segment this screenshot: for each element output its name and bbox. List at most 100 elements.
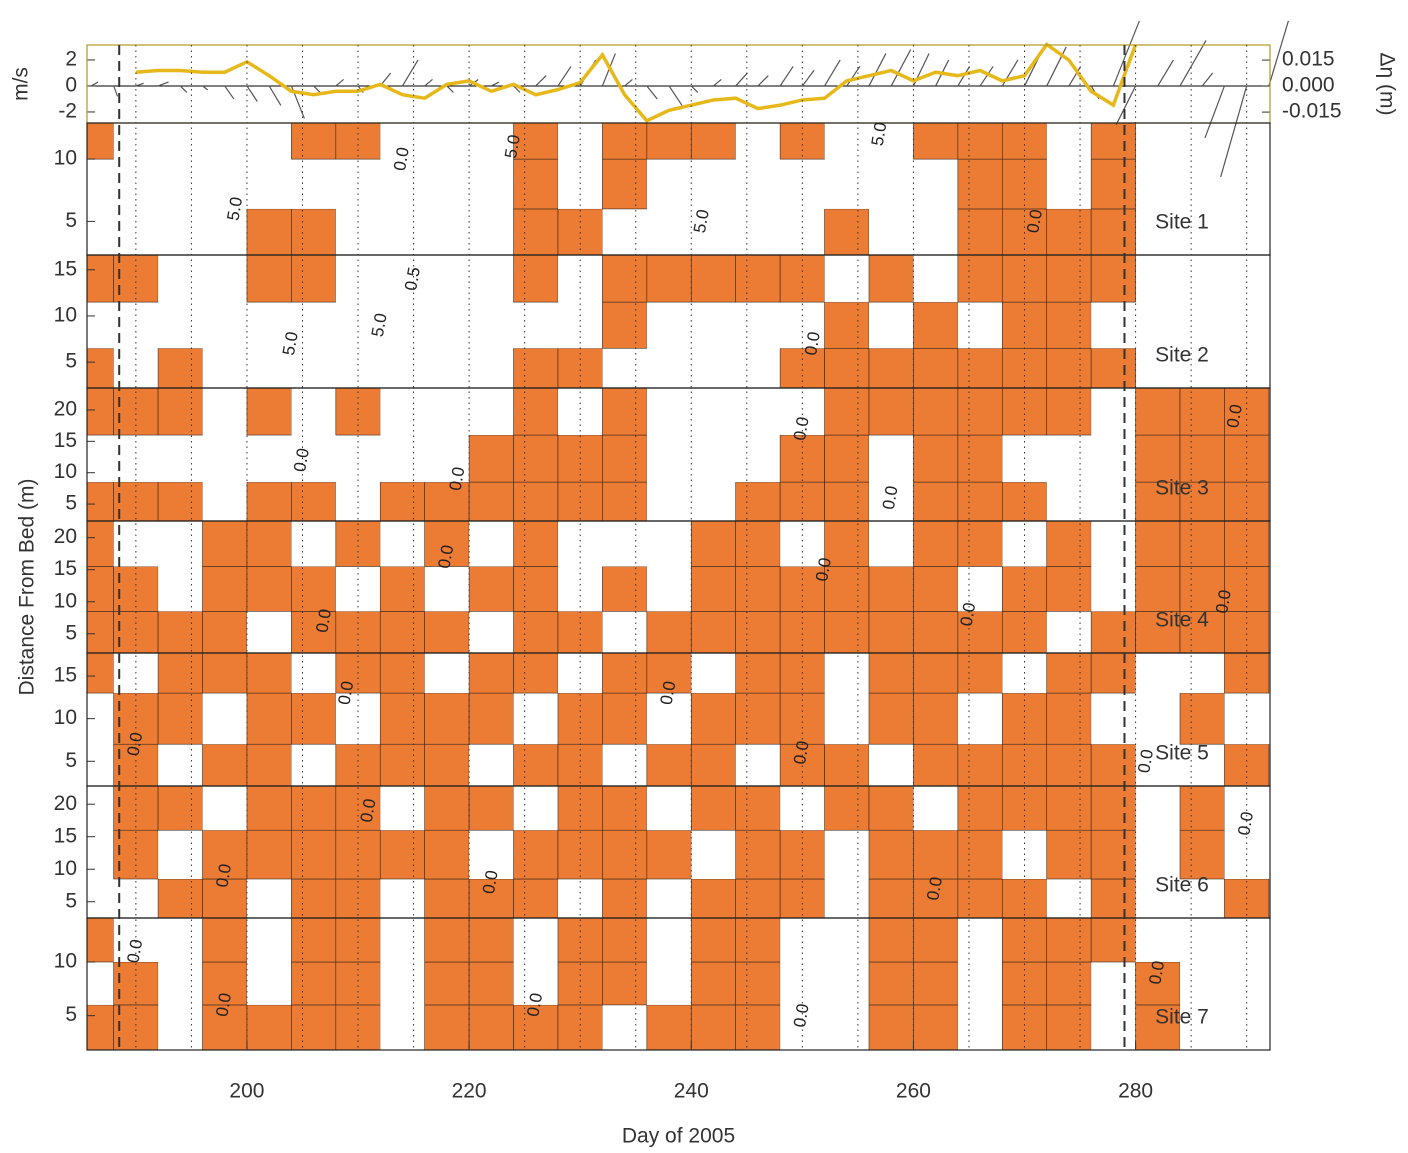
velocity-cell	[247, 962, 291, 1005]
velocity-cell	[247, 159, 291, 209]
velocity-cell	[203, 123, 247, 159]
velocity-cell	[869, 830, 913, 879]
y-tick-label: 20	[54, 398, 77, 421]
velocity-cell	[602, 209, 646, 255]
velocity-cell	[958, 123, 1002, 159]
velocity-cell	[203, 786, 247, 830]
velocity-cell	[647, 566, 691, 611]
velocity-cell	[514, 879, 558, 918]
velocity-cell	[602, 388, 646, 435]
velocity-cell	[825, 693, 869, 744]
velocity-cell	[514, 302, 558, 348]
velocity-cell	[958, 521, 1002, 566]
velocity-cell	[825, 786, 869, 830]
velocity-cell	[1002, 1005, 1046, 1050]
velocity-cell	[469, 209, 513, 255]
velocity-cell	[425, 159, 469, 209]
wind-stick	[225, 86, 234, 99]
wind-stick	[780, 66, 793, 86]
velocity-cell	[469, 348, 513, 388]
contour-label: 0.0	[790, 1002, 813, 1029]
velocity-cell	[958, 962, 1002, 1005]
velocity-cell	[825, 653, 869, 693]
velocity-cell	[736, 693, 780, 744]
velocity-cell	[1047, 693, 1091, 744]
velocity-cell	[203, 302, 247, 348]
velocity-cell	[247, 830, 291, 879]
velocity-cell	[869, 693, 913, 744]
velocity-cell	[425, 879, 469, 918]
velocity-cell	[869, 786, 913, 830]
wind-stick	[713, 79, 721, 86]
velocity-cell	[203, 653, 247, 693]
velocity-cell	[558, 388, 602, 435]
velocity-cell	[380, 962, 424, 1005]
velocity-cell	[1091, 348, 1135, 388]
velocity-cell	[380, 879, 424, 918]
velocity-cell	[1224, 1005, 1268, 1050]
y-tick-label: 15	[54, 557, 77, 580]
velocity-cell	[469, 611, 513, 653]
velocity-cell	[958, 1005, 1002, 1050]
wind-stick	[558, 66, 571, 86]
velocity-cell	[291, 653, 335, 693]
velocity-cell	[825, 744, 869, 786]
velocity-cell	[958, 879, 1002, 918]
contour-field	[69, 786, 1269, 918]
velocity-cell	[602, 435, 646, 482]
velocity-cell	[913, 918, 957, 962]
velocity-cell	[958, 302, 1002, 348]
velocity-cell	[158, 693, 202, 744]
y-tick-label: 5	[65, 889, 77, 912]
velocity-cell	[291, 744, 335, 786]
velocity-cell	[380, 786, 424, 830]
velocity-cell	[780, 962, 824, 1005]
y-tick-label: 10	[54, 706, 77, 729]
velocity-cell	[158, 1005, 202, 1050]
contour-label: 0.0	[957, 601, 980, 628]
site-label: Site 5	[1155, 742, 1209, 765]
velocity-cell	[291, 830, 335, 879]
velocity-cell	[1091, 786, 1135, 830]
velocity-cell	[514, 786, 558, 830]
velocity-cell	[114, 388, 158, 435]
velocity-cell	[425, 388, 469, 435]
velocity-cell	[336, 388, 380, 435]
velocity-cell	[1047, 566, 1091, 611]
velocity-cell	[825, 962, 869, 1005]
velocity-cell	[291, 566, 335, 611]
velocity-cell	[958, 653, 1002, 693]
x-axis-label: Day of 2005	[622, 1125, 735, 1148]
velocity-cell	[1091, 918, 1135, 962]
velocity-cell	[469, 1005, 513, 1050]
wind-stick	[647, 86, 657, 99]
velocity-cell	[514, 482, 558, 521]
contour-label: 0.0	[1223, 403, 1246, 430]
velocity-cell	[514, 693, 558, 744]
y-tick-label: 10	[54, 304, 77, 327]
velocity-cell	[425, 302, 469, 348]
contour-field	[69, 255, 1135, 388]
site-label: Site 3	[1155, 477, 1209, 500]
velocity-cell	[158, 962, 202, 1005]
velocity-cell	[380, 348, 424, 388]
contour-label: 0.0	[1023, 208, 1046, 235]
velocity-cell	[425, 255, 469, 302]
velocity-cell	[158, 786, 202, 830]
velocity-cell	[691, 1005, 735, 1050]
velocity-cell	[647, 123, 691, 159]
velocity-cell	[1091, 435, 1135, 482]
velocity-cell	[825, 209, 869, 255]
velocity-cell	[691, 611, 735, 653]
velocity-cell	[114, 962, 158, 1005]
velocity-cell	[1136, 830, 1180, 879]
velocity-cell	[1091, 302, 1135, 348]
velocity-cell	[869, 566, 913, 611]
velocity-cell	[380, 611, 424, 653]
velocity-cell	[114, 786, 158, 830]
velocity-cell	[958, 693, 1002, 744]
velocity-cell	[336, 918, 380, 962]
velocity-cell	[203, 611, 247, 653]
velocity-cell	[647, 962, 691, 1005]
velocity-cell	[1180, 388, 1224, 435]
